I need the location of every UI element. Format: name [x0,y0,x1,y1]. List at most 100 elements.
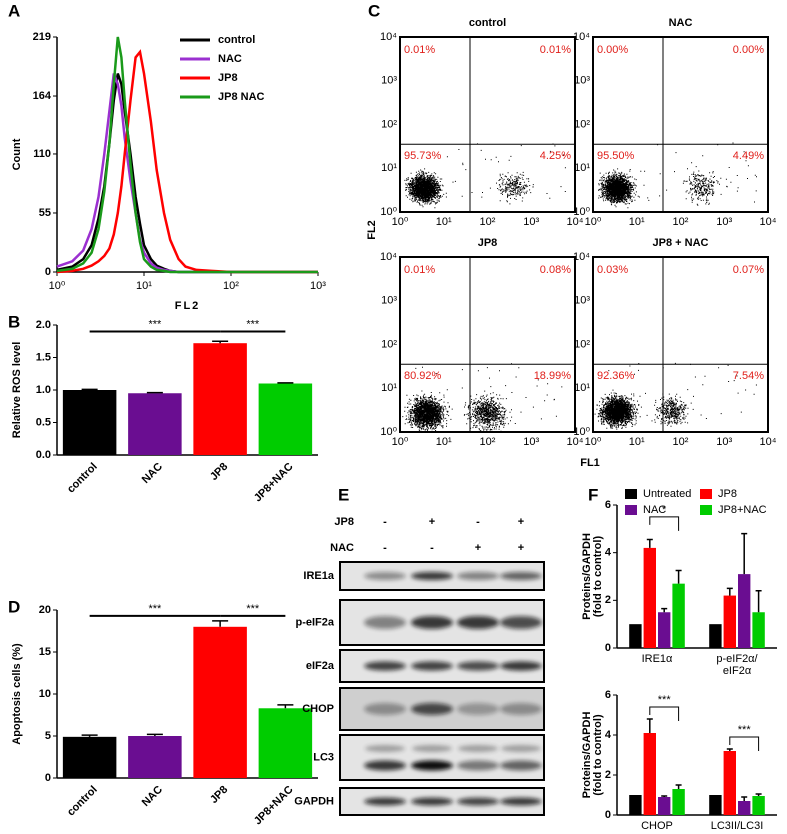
bar [258,708,313,778]
x-tick-label: 10⁰ [585,436,602,448]
panel-label: E [338,485,349,504]
blot-background [340,735,544,780]
x-tick-label: 10³ [716,436,732,448]
band-label: eIF2a [306,660,335,672]
significance: *** [658,694,672,706]
plot-title: JP8 + NAC [653,237,709,249]
plot-frame [399,256,576,433]
y-axis-label: (fold to control) [592,714,604,796]
bar [128,736,182,778]
bar [629,624,642,648]
error-bar [277,704,294,709]
plot-frame [399,36,576,213]
y-tick-label: 10³ [574,295,590,307]
x-axis-label: FL2 [175,300,201,312]
y-tick-label: 10⁰ [573,206,590,218]
band [458,745,498,752]
scatter-dots [404,143,566,209]
y-tick-label: 0.0 [36,449,51,461]
y-tick-label: 10³ [381,75,397,87]
x-tick-label: 10⁴ [567,216,584,228]
legend-label: control [218,34,255,46]
y-tick-label: 110 [33,148,51,160]
blot-frame [339,687,545,731]
band [500,703,542,715]
band [500,616,542,629]
quadrant-percent: 95.50% [597,150,635,162]
bar [752,612,765,648]
error-bar [741,532,748,575]
bar [629,795,642,815]
y-tick-label: 2.0 [36,319,51,331]
band [457,760,499,771]
band [364,572,406,580]
scatter-dots [598,142,757,209]
y-tick-label: 20 [39,604,51,616]
x-tick-label: 10³ [523,436,539,448]
bar [643,547,656,648]
plot-frame [592,36,769,213]
x-tick-label: 10¹ [629,216,645,228]
error-bar [277,382,294,384]
error-bar [755,793,762,796]
panel-label: F [588,485,598,504]
panel-label: C [368,1,380,20]
band [411,760,453,771]
band [457,797,499,806]
error-bar [146,733,163,736]
bar [258,383,313,455]
legend-swatch [700,489,712,499]
x-tick-label: 10⁰ [49,280,66,292]
x-tick-label: 10⁰ [392,436,409,448]
bar [709,624,722,648]
treatment-sign: - [383,516,387,528]
y-tick-label: 10² [381,118,397,130]
y-axis-label: Apoptosis cells (%) [11,643,23,745]
band [500,760,542,771]
bar [752,796,765,815]
y-tick-label: 10¹ [381,162,397,174]
plot-frame [592,256,769,433]
y-axis-label: Proteins/GAPDH [581,712,593,799]
plot-title: JP8 [478,237,498,249]
band [364,616,406,629]
x-tick-label: JP8+NAC [252,461,296,505]
quadrant-percent: 0.00% [733,44,764,56]
bar [193,626,247,778]
x-tick-label: JP8 [208,784,230,806]
bar [672,583,685,648]
y-tick-label: 0 [45,266,51,278]
band [364,661,406,671]
error-bar [81,734,98,737]
bar [658,612,671,648]
legend-label: NAC [643,504,666,516]
x-axis-label: FL1 [580,457,600,469]
quadrant-percent: 0.01% [404,264,435,276]
quadrant-percent: 18.99% [534,370,572,382]
bar [723,595,736,648]
x-tick-label: CHOP [641,820,673,832]
treatment-sign: + [475,542,481,554]
y-tick-label: 5 [45,730,51,742]
error-bar [212,340,229,344]
band [365,745,405,752]
y-axis-label: Relative ROS level [11,342,23,439]
x-tick-label: 10³ [310,280,326,292]
y-tick-label: 10³ [574,75,590,87]
band [364,760,406,771]
scatter-dots [594,362,757,430]
band [412,745,452,752]
y-tick-label: 10² [574,118,590,130]
bar [723,751,736,815]
x-tick-label: 10² [480,436,496,448]
y-tick-label: 10⁴ [573,251,590,263]
error-bar [646,538,653,548]
band [457,703,499,715]
significance: *** [246,318,260,330]
error-bar [755,590,762,613]
band [500,572,542,580]
treatment-label: JP8 [334,516,354,528]
legend-swatch [700,505,712,515]
x-tick-label: 10² [223,280,239,292]
error-bar [675,784,682,789]
